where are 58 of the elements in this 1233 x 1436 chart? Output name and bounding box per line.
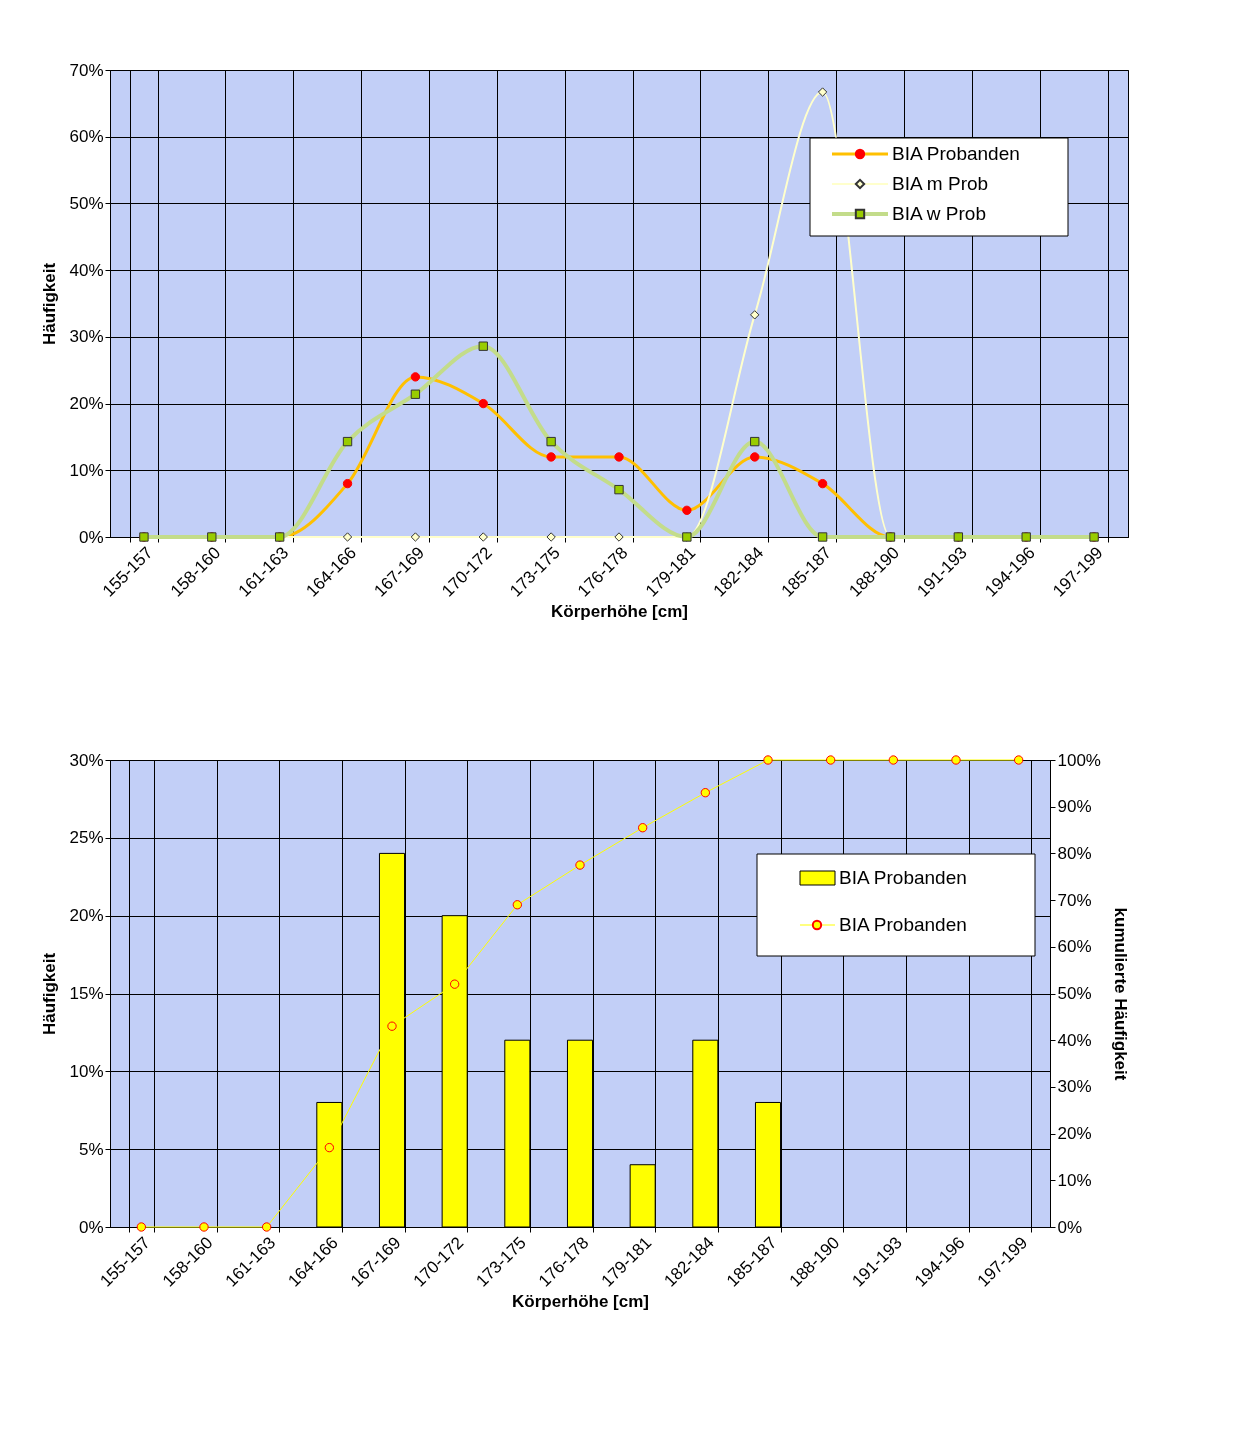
point [324, 1142, 335, 1153]
y2-tick-label: 40% [1057, 1030, 1092, 1050]
point [951, 755, 961, 765]
y2-tick-label: 20% [1057, 1124, 1092, 1144]
y2-tick-label: 30% [1057, 1077, 1092, 1097]
legend-label: BIA m Prob [892, 173, 989, 194]
y2-tick-label: 50% [1057, 984, 1092, 1003]
y-tick-label: 40% [69, 260, 104, 280]
y2-tick-label: 60% [1057, 937, 1092, 957]
y-tick-label: 60% [69, 127, 104, 147]
y-tick-label: 20% [69, 394, 104, 414]
point [478, 532, 488, 542]
point [1013, 755, 1024, 765]
y-tick-label: 15% [69, 984, 104, 1003]
y-tick-label: 20% [69, 906, 104, 926]
x-axis-title: Körperhöhe [cm] [551, 601, 688, 621]
point [763, 755, 773, 765]
y-tick-label: 30% [69, 327, 104, 347]
point [410, 532, 421, 542]
point [817, 87, 828, 97]
y-tick-label: 10% [69, 1061, 104, 1081]
y2-tick-label: 10% [1057, 1170, 1092, 1190]
point [750, 310, 760, 320]
point [575, 860, 585, 870]
y2-tick-label: 80% [1057, 843, 1092, 863]
y-tick-label: 0% [78, 1217, 104, 1237]
y2-tick-label: 0% [1057, 1217, 1083, 1237]
y-tick-label: 10% [69, 460, 104, 480]
point [136, 1222, 147, 1232]
y-tick-label: 50% [69, 193, 104, 213]
point [888, 755, 899, 765]
legend-label: BIA Probanden [839, 914, 967, 935]
point [637, 823, 648, 833]
point [387, 1021, 397, 1031]
point [261, 1222, 272, 1232]
point [614, 532, 624, 542]
point [700, 788, 711, 798]
point [546, 532, 556, 542]
y-axis-title: Häufigkeit [40, 262, 60, 346]
y-tick-label: 25% [69, 828, 104, 848]
legend-label: BIA Probanden [892, 143, 1020, 164]
y2-tick-label: 100% [1057, 750, 1101, 770]
y-tick-label: 70% [69, 60, 104, 80]
legend-label: BIA w Prob [892, 203, 986, 224]
y-tick-label: 0% [78, 527, 104, 547]
y-tick-label: 30% [69, 750, 104, 770]
point [825, 755, 836, 765]
y2-tick-label: 70% [1057, 890, 1092, 910]
y2-axis-title: kumulierte Häufigkeit [1110, 907, 1130, 1081]
y-tick-label: 5% [78, 1139, 104, 1159]
point [199, 1222, 209, 1232]
y2-tick-label: 90% [1057, 797, 1092, 817]
point [512, 900, 523, 910]
point [342, 532, 353, 542]
y-axis-title: Häufigkeit [40, 952, 60, 1036]
legend-label: BIA Probanden [839, 867, 967, 888]
x-axis-title: Körperhöhe [cm] [512, 1291, 649, 1311]
point [449, 979, 460, 989]
